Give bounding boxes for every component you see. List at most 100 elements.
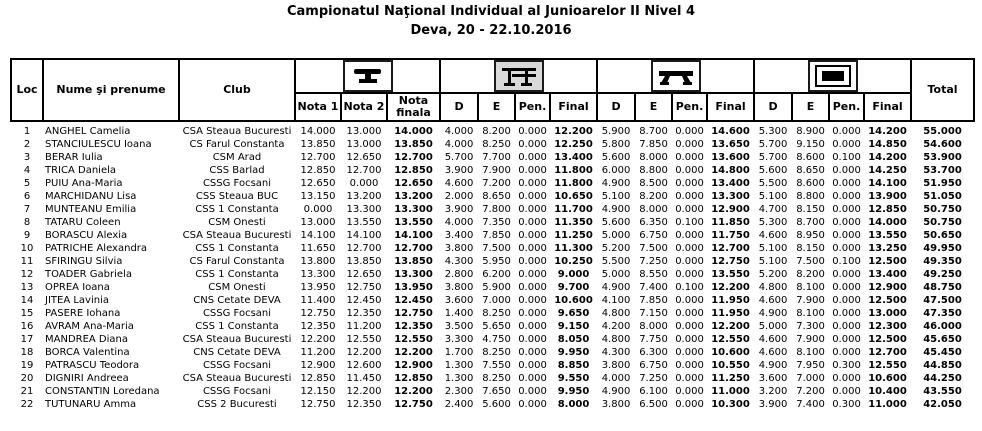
cell-vault-0: 13.950 <box>300 282 336 293</box>
cell-bars-3: 10.650 <box>554 191 593 202</box>
cell-floor-1: 7.500 <box>796 256 825 267</box>
cell-vault-1: 14.100 <box>346 230 382 241</box>
cell-loc: 5 <box>23 178 31 189</box>
cell-bars-0: 1.400 <box>444 308 474 319</box>
cell-bars-2: 0.000 <box>518 243 547 254</box>
cell-beam-2: 0.000 <box>675 191 704 202</box>
cell-name: BORASCU Alexia <box>45 230 128 241</box>
cell-club: CNS Cetate DEVA <box>193 295 281 306</box>
cell-floor-2: 0.000 <box>832 347 861 358</box>
cell-bars-1: 5.600 <box>482 399 511 410</box>
col-header-bars-e: E <box>477 92 517 122</box>
cell-bars-1: 8.650 <box>482 191 511 202</box>
cell-vault-0: 13.800 <box>300 256 336 267</box>
col-header-bars-final: Final <box>549 92 599 122</box>
cell-floor-1: 7.400 <box>796 399 825 410</box>
cell-club: CSSG Focsani <box>202 178 272 189</box>
cell-floor-1: 8.600 <box>796 178 825 189</box>
cell-vault-1: 12.200 <box>346 347 382 358</box>
cell-floor-1: 8.100 <box>796 282 825 293</box>
cell-total: 44.850 <box>923 360 962 371</box>
cell-loc: 8 <box>23 217 31 228</box>
cell-club: CSS 1 Constanta <box>195 321 279 332</box>
table-row: 3 BERAR Iulia CSM Arad 12.700 12.650 12.700 5.… <box>11 151 974 164</box>
cell-vault-2: 12.200 <box>394 347 433 358</box>
table-row: 17 MANDREA Diana CSA Steaua Bucuresti 12.20… <box>11 333 974 346</box>
results-table: Loc Nume şi prenume Club <box>10 58 976 411</box>
cell-vault-0: 14.000 <box>300 126 336 137</box>
col-header-total: Total <box>910 58 976 122</box>
cell-floor-3: 12.850 <box>868 204 907 215</box>
cell-total: 43.550 <box>923 386 962 397</box>
cell-bars-0: 3.900 <box>444 204 474 215</box>
cell-beam-2: 0.000 <box>675 308 704 319</box>
cell-beam-0: 4.900 <box>601 282 631 293</box>
cell-beam-1: 8.200 <box>639 191 668 202</box>
cell-floor-3: 14.850 <box>868 139 907 150</box>
cell-beam-0: 5.500 <box>601 256 631 267</box>
cell-beam-1: 7.250 <box>639 256 668 267</box>
cell-beam-3: 13.300 <box>711 191 750 202</box>
cell-beam-1: 6.750 <box>639 230 668 241</box>
cell-beam-3: 13.650 <box>711 139 750 150</box>
cell-name: TATARU Coleen <box>45 217 121 228</box>
cell-floor-1: 8.900 <box>796 126 825 137</box>
cell-vault-0: 13.300 <box>300 269 336 280</box>
col-header-nota2: Nota 2 <box>340 92 388 122</box>
cell-total: 46.000 <box>923 321 962 332</box>
cell-bars-1: 7.000 <box>482 295 511 306</box>
col-header-loc: Loc <box>10 58 44 122</box>
cell-floor-2: 0.000 <box>832 269 861 280</box>
cell-club: CSS Barlad <box>209 165 265 176</box>
cell-loc: 22 <box>20 399 34 410</box>
cell-total: 51.050 <box>923 191 962 202</box>
cell-total: 55.000 <box>923 126 962 137</box>
cell-floor-2: 0.300 <box>832 399 861 410</box>
cell-beam-0: 4.300 <box>601 347 631 358</box>
cell-vault-2: 12.750 <box>394 399 433 410</box>
cell-floor-2: 0.100 <box>832 256 861 267</box>
col-header-nota-finala: Nota finala <box>385 92 442 122</box>
cell-vault-1: 13.200 <box>346 191 382 202</box>
uneven-bars-section-header <box>439 58 599 94</box>
col-header-club: Club <box>178 58 296 122</box>
cell-floor-1: 8.100 <box>796 308 825 319</box>
cell-beam-2: 0.000 <box>675 295 704 306</box>
balance-beam-icon <box>650 60 701 92</box>
cell-floor-3: 12.700 <box>868 347 907 358</box>
cell-floor-2: 0.000 <box>832 139 861 150</box>
cell-floor-1: 8.150 <box>796 204 825 215</box>
cell-total: 42.050 <box>923 399 962 410</box>
cell-total: 53.900 <box>923 152 962 163</box>
cell-beam-1: 6.750 <box>639 360 668 371</box>
cell-floor-1: 8.150 <box>796 243 825 254</box>
cell-beam-1: 6.350 <box>639 217 668 228</box>
cell-beam-3: 13.600 <box>711 152 750 163</box>
cell-beam-3: 12.700 <box>711 243 750 254</box>
cell-loc: 2 <box>23 139 31 150</box>
cell-loc: 19 <box>20 360 34 371</box>
col-header-floor-pen: Pen. <box>828 92 866 122</box>
col-header-floor-e: E <box>791 92 831 122</box>
cell-beam-2: 0.100 <box>675 282 704 293</box>
cell-floor-0: 5.100 <box>758 243 788 254</box>
cell-bars-0: 4.600 <box>444 178 474 189</box>
cell-bars-2: 0.000 <box>518 321 547 332</box>
cell-bars-0: 3.500 <box>444 321 474 332</box>
cell-loc: 10 <box>20 243 34 254</box>
table-row: 8 TATARU Coleen CSM Onesti 13.000 13.550 13.5… <box>11 216 974 229</box>
table-row: 19 PATRASCU Teodora CSSG Focsani 12.900 12.6… <box>11 359 974 372</box>
cell-beam-0: 5.900 <box>601 126 631 137</box>
cell-beam-1: 6.100 <box>639 386 668 397</box>
cell-beam-0: 4.000 <box>601 373 631 384</box>
table-row: 14 JITEA Lavinia CNS Cetate DEVA 11.400 12.4… <box>11 294 974 307</box>
cell-loc: 6 <box>23 191 31 202</box>
cell-beam-2: 0.000 <box>675 152 704 163</box>
cell-bars-2: 0.000 <box>518 360 547 371</box>
cell-floor-3: 10.600 <box>868 373 907 384</box>
cell-total: 51.950 <box>923 178 962 189</box>
cell-vault-0: 12.900 <box>300 360 336 371</box>
cell-bars-1: 5.650 <box>482 321 511 332</box>
cell-vault-0: 11.400 <box>300 295 336 306</box>
cell-loc: 15 <box>20 308 34 319</box>
